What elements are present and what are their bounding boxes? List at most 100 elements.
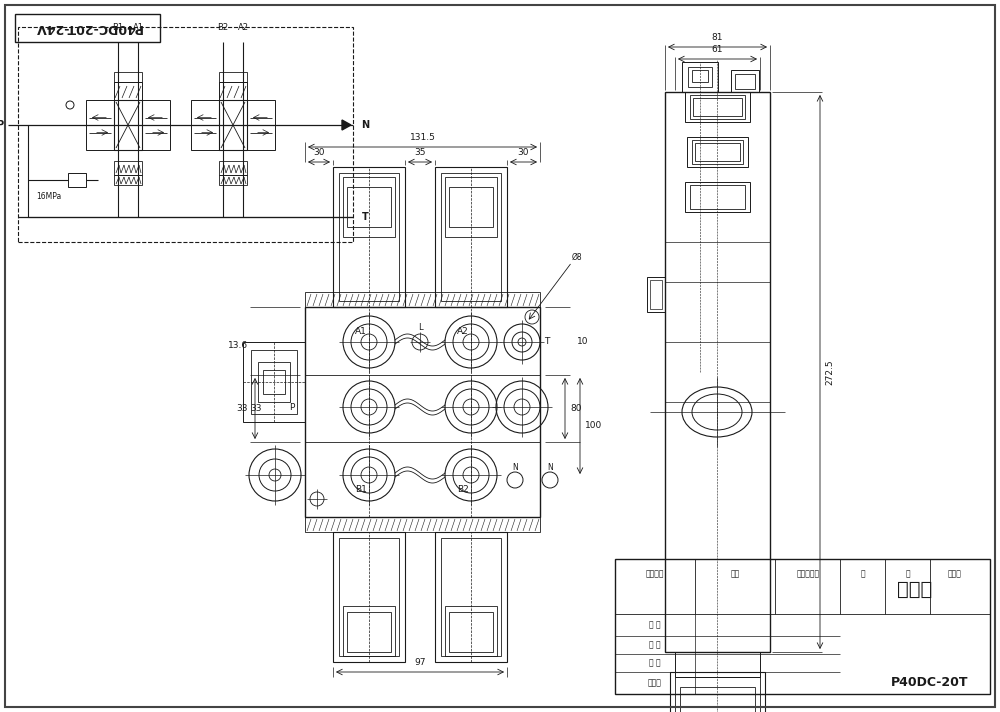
- Text: 审 核: 审 核: [649, 641, 661, 649]
- Bar: [191, 100, 219, 150]
- Bar: [68, 173, 86, 187]
- Text: P: P: [290, 402, 295, 412]
- Bar: [343, 177, 395, 237]
- Bar: [665, 92, 770, 652]
- Bar: [258, 362, 290, 402]
- Text: 设 计: 设 计: [649, 620, 661, 629]
- Text: 名: 名: [906, 570, 910, 578]
- Text: 35: 35: [414, 148, 426, 157]
- Text: P40DC-20T: P40DC-20T: [891, 676, 969, 689]
- Text: N: N: [547, 464, 553, 473]
- Bar: [449, 187, 493, 227]
- Bar: [347, 187, 391, 227]
- Bar: [114, 72, 142, 82]
- Bar: [343, 606, 395, 656]
- Bar: [647, 277, 665, 312]
- Text: 100: 100: [585, 422, 602, 431]
- Text: 更改文件号: 更改文件号: [796, 570, 820, 578]
- Bar: [18, 27, 353, 242]
- Bar: [263, 370, 285, 394]
- Text: 97: 97: [414, 658, 426, 667]
- Bar: [305, 307, 540, 517]
- Text: P40DC-20T-24V: P40DC-20T-24V: [34, 21, 142, 34]
- Text: 61: 61: [712, 45, 723, 54]
- Text: 272.5: 272.5: [825, 359, 834, 384]
- Bar: [435, 167, 507, 307]
- Bar: [219, 82, 247, 100]
- Text: 16MPa: 16MPa: [36, 192, 61, 201]
- Text: 签: 签: [861, 570, 865, 578]
- Bar: [680, 687, 755, 712]
- Bar: [449, 612, 493, 652]
- Text: 标准化: 标准化: [648, 679, 662, 688]
- Bar: [305, 517, 540, 532]
- Bar: [675, 677, 760, 712]
- Bar: [251, 350, 297, 414]
- Text: A1: A1: [132, 23, 144, 32]
- Text: L: L: [418, 323, 422, 333]
- Text: T: T: [544, 337, 549, 347]
- Bar: [692, 140, 743, 164]
- Bar: [15, 14, 160, 42]
- Bar: [690, 95, 745, 119]
- Bar: [219, 100, 247, 150]
- Bar: [445, 177, 497, 237]
- Bar: [142, 100, 170, 150]
- Bar: [615, 559, 990, 694]
- Bar: [675, 652, 760, 677]
- Bar: [86, 100, 114, 150]
- Text: 外形图: 外形图: [897, 580, 933, 599]
- Text: 分区: 分区: [730, 570, 740, 578]
- Text: B2: B2: [217, 23, 229, 32]
- Bar: [114, 161, 142, 175]
- Bar: [114, 100, 142, 150]
- Bar: [650, 280, 662, 309]
- Polygon shape: [342, 120, 351, 130]
- Bar: [682, 62, 718, 92]
- Bar: [445, 606, 497, 656]
- Bar: [333, 167, 405, 307]
- Text: 33: 33: [250, 404, 262, 413]
- Text: 30: 30: [518, 148, 529, 157]
- Bar: [219, 72, 247, 82]
- Bar: [435, 532, 507, 662]
- Text: 33: 33: [237, 404, 248, 413]
- Text: 10: 10: [577, 337, 588, 345]
- Text: A2: A2: [457, 328, 469, 337]
- Bar: [685, 182, 750, 212]
- Bar: [247, 100, 275, 150]
- Bar: [219, 161, 247, 175]
- Text: B2: B2: [457, 484, 469, 493]
- Bar: [692, 70, 708, 82]
- Text: B1: B1: [112, 23, 124, 32]
- Text: 80: 80: [570, 404, 582, 413]
- Bar: [670, 672, 765, 712]
- Bar: [441, 538, 501, 656]
- Text: 批 准: 批 准: [649, 659, 661, 668]
- Bar: [731, 70, 759, 92]
- Bar: [441, 173, 501, 301]
- Bar: [688, 67, 712, 87]
- Text: N: N: [512, 464, 518, 473]
- Bar: [114, 82, 142, 100]
- Text: 30: 30: [313, 148, 325, 157]
- Text: 81: 81: [712, 33, 723, 42]
- Bar: [339, 538, 399, 656]
- Bar: [695, 143, 740, 161]
- Bar: [347, 612, 391, 652]
- Bar: [305, 292, 540, 307]
- Bar: [339, 173, 399, 301]
- Text: 131.5: 131.5: [410, 133, 435, 142]
- Bar: [114, 175, 142, 185]
- Text: T: T: [362, 212, 368, 222]
- Bar: [693, 98, 742, 116]
- Text: A2: A2: [238, 23, 248, 32]
- Text: A1: A1: [355, 328, 367, 337]
- Text: 年月日: 年月日: [948, 570, 962, 578]
- Text: B1: B1: [355, 484, 367, 493]
- Text: 编制审核: 编制审核: [646, 570, 664, 578]
- Bar: [735, 74, 755, 89]
- Bar: [690, 185, 745, 209]
- Bar: [219, 175, 247, 185]
- Text: 13.6: 13.6: [228, 342, 248, 350]
